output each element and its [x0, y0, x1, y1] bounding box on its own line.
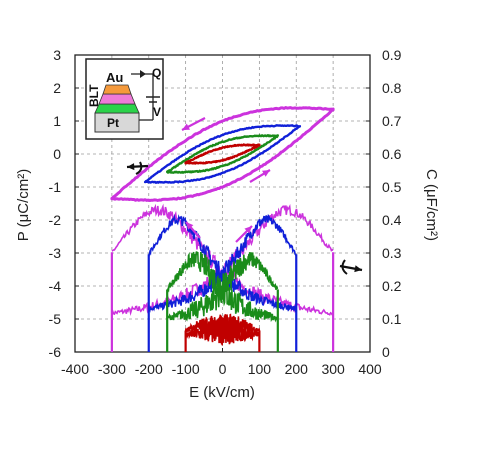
- x-tick-label: -300: [98, 361, 126, 377]
- y-left-tick-label: -6: [49, 344, 62, 360]
- ce-curve-blue-down: [148, 214, 298, 313]
- arrow-pe-top-icon-head: [182, 123, 190, 130]
- x-axis-title: E (kV/cm): [189, 384, 255, 401]
- x-tick-label: 200: [285, 361, 309, 377]
- arrows: [126, 117, 363, 275]
- y-left-tick-label: -1: [49, 179, 62, 195]
- x-tick-label: 0: [219, 361, 227, 377]
- inset-blt-label: BLT: [87, 84, 101, 107]
- y-left-tick-label: -3: [49, 245, 62, 261]
- arrow-right-axis-icon-head: [354, 265, 362, 273]
- y-right-tick-label: 0.5: [382, 179, 402, 195]
- inset-orange-layer: [102, 84, 132, 95]
- inset-green-layer: [94, 103, 140, 114]
- y-right-tick-label: 0: [382, 344, 390, 360]
- pe-loop-blue: [143, 124, 302, 184]
- pe-loop-green: [166, 134, 279, 174]
- arrow-ce-right-icon-head: [244, 226, 252, 234]
- y-right-tick-label: 0.6: [382, 146, 402, 162]
- inset-schematic: Au BLT Pt Q V: [85, 58, 164, 140]
- arrow-left-axis-icon-head: [127, 163, 135, 171]
- x-tick-label: -400: [61, 361, 89, 377]
- y-right-tick-label: 0.4: [382, 212, 402, 228]
- y-left-tick-label: 3: [53, 47, 61, 63]
- inset-q-label: Q: [152, 66, 161, 80]
- arrow-pe-bottom-icon-head: [262, 170, 270, 177]
- y-left-tick-label: 0: [53, 146, 61, 162]
- x-tick-label: 300: [321, 361, 345, 377]
- ce-curve-blue-up: [148, 213, 297, 313]
- pe-loop-red: [184, 143, 261, 165]
- arrow-left-axis-hook-icon: [135, 161, 143, 175]
- ticks: -400 -300 -200 -100 0 100 200 300 400-6-5-4-3-2-…: [49, 47, 402, 377]
- ce-curve-red-down: [184, 314, 261, 345]
- inset-q-arrow-icon: [140, 70, 146, 78]
- y-right-tick-label: 0.8: [382, 80, 402, 96]
- y-right-tick-label: 0.3: [382, 245, 402, 261]
- y-left-tick-label: 2: [53, 80, 61, 96]
- y-right-tick-label: 0.2: [382, 278, 402, 294]
- y-right-tick-label: 0.9: [382, 47, 402, 63]
- x-tick-label: -100: [172, 361, 200, 377]
- ce-curve-green-down: [166, 251, 279, 323]
- x-tick-label: -200: [135, 361, 163, 377]
- y-left-tick-label: -5: [49, 311, 62, 327]
- inset-v-label: V: [153, 105, 161, 119]
- y-right-tick-label: 0.1: [382, 311, 402, 327]
- ce-curve-green-up: [166, 252, 279, 322]
- inset-au-label: Au: [106, 70, 123, 85]
- y-axis-left-title: P (μC/cm²): [15, 169, 32, 242]
- arrow-ce-left-icon-head: [186, 222, 194, 230]
- arrow-right-axis-hook-icon: [341, 259, 348, 275]
- x-tick-label: 100: [248, 361, 272, 377]
- inset-pt-label: Pt: [107, 116, 119, 130]
- y-left-tick-label: -2: [49, 212, 62, 228]
- y-left-tick-label: -4: [49, 278, 62, 294]
- x-tick-label: 400: [358, 361, 382, 377]
- y-left-tick-label: 1: [53, 113, 61, 129]
- y-axis-right-title: C (μF/cm²): [423, 169, 440, 241]
- y-right-tick-label: 0.7: [382, 113, 402, 129]
- curves: [110, 106, 335, 352]
- inset-pink-layer: [98, 93, 136, 105]
- pe-loop-magenta: [110, 106, 335, 202]
